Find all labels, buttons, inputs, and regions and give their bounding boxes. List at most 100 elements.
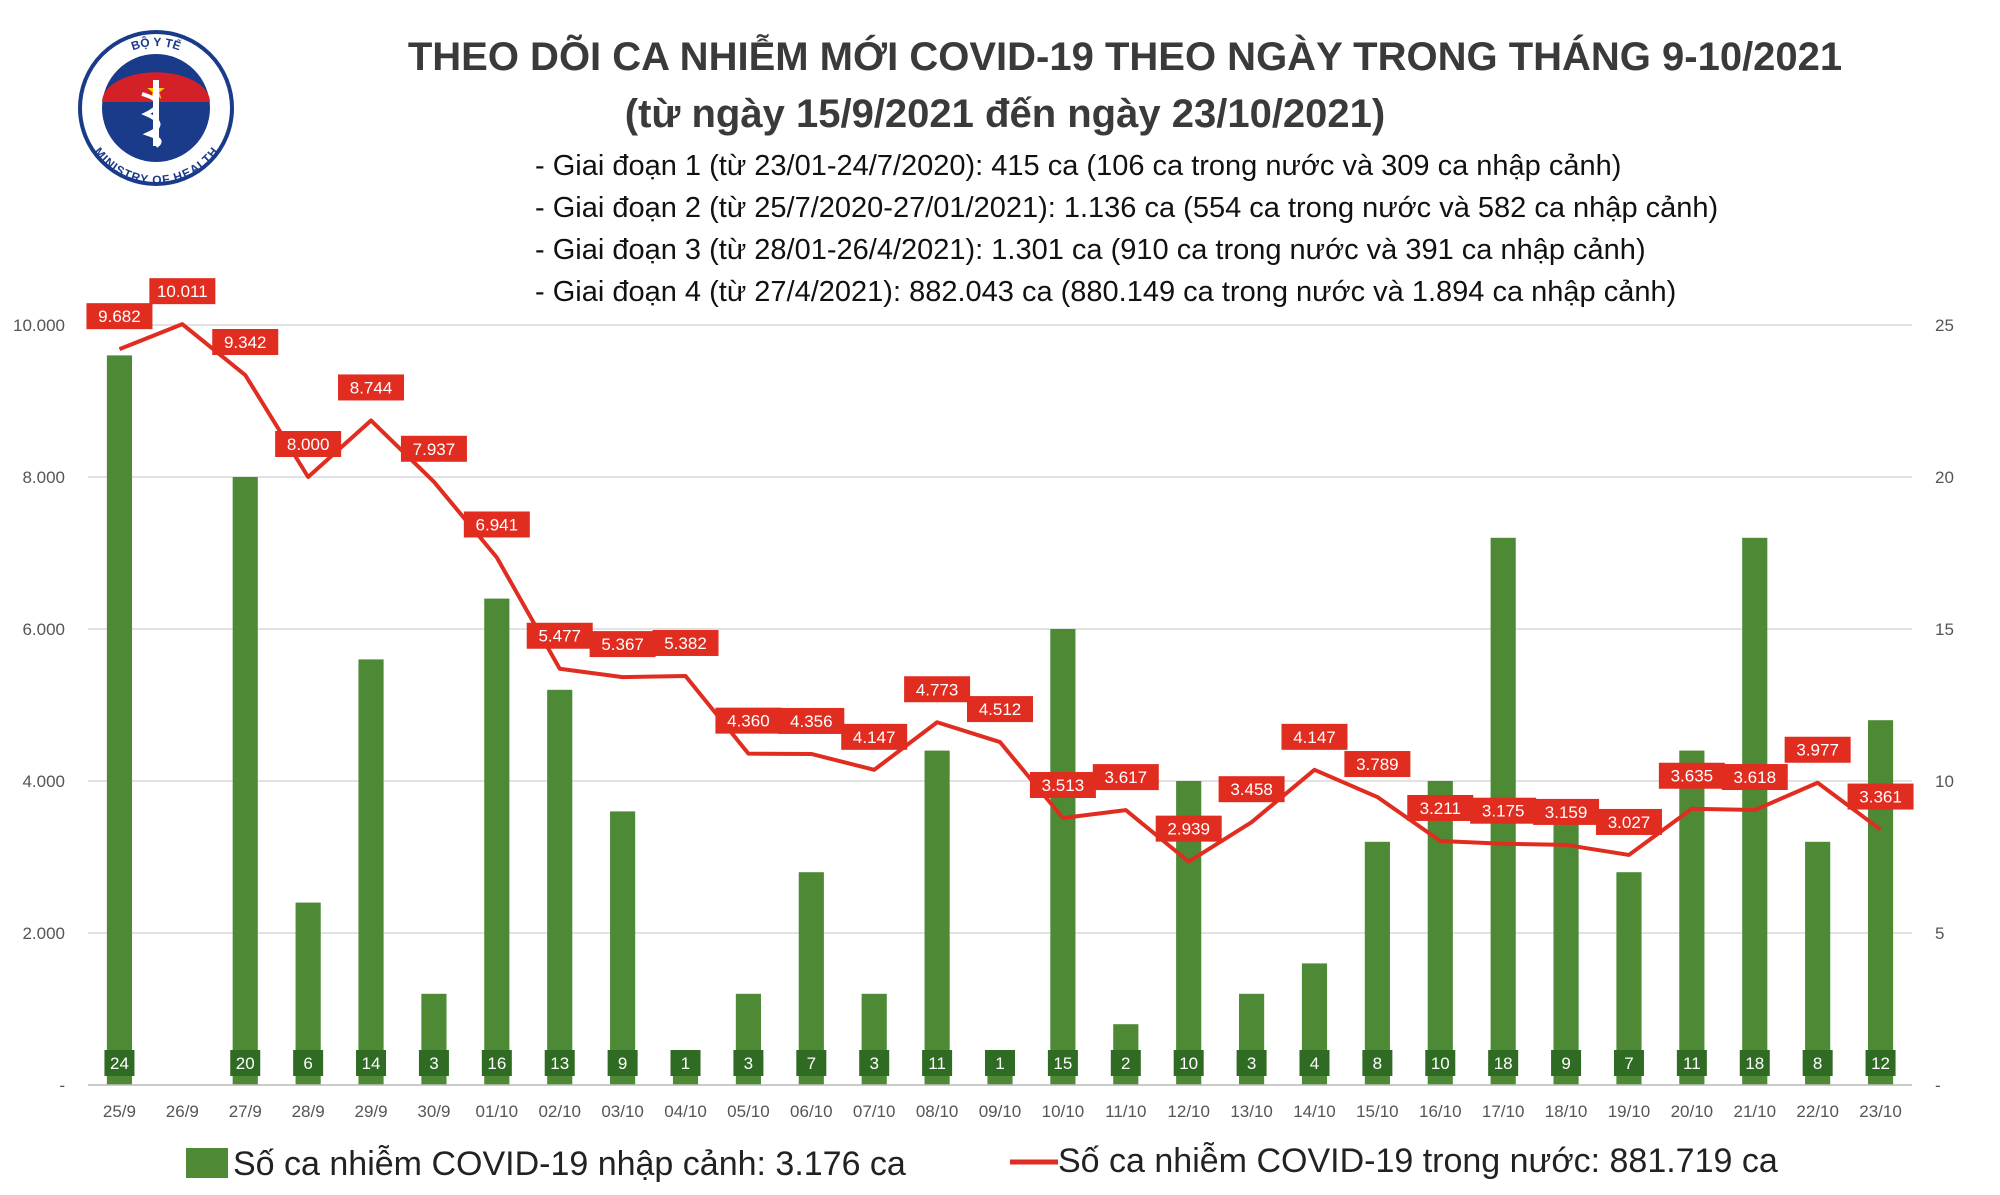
- bar-label: 18: [1494, 1054, 1513, 1073]
- bar-label: 3: [744, 1054, 753, 1073]
- line-label-bg: [778, 707, 845, 734]
- x-tick-label: 05/10: [727, 1102, 770, 1121]
- bar-label-bg: [670, 1050, 701, 1076]
- x-tick-label: 08/10: [916, 1102, 959, 1121]
- bar: [1553, 811, 1579, 1085]
- left-axis: - 2.000 4.000 6.000 8.000 10.000: [13, 316, 65, 1095]
- bar-label-bg: [104, 1050, 135, 1076]
- bar-label: 12: [1871, 1054, 1890, 1073]
- line-label-bg: [275, 431, 342, 457]
- right-tick-label: 25: [1935, 316, 1954, 335]
- x-tick-label: 07/10: [853, 1102, 896, 1121]
- bar-label: 9: [1561, 1054, 1570, 1073]
- x-tick-label: 09/10: [979, 1102, 1022, 1121]
- line-label: 3.618: [1733, 768, 1776, 787]
- x-tick-label: 11/10: [1105, 1102, 1146, 1121]
- right-axis: - 5 10 15 20 25: [1935, 316, 1954, 1095]
- bar-label-bg: [1110, 1050, 1141, 1076]
- bar-label: 20: [236, 1054, 255, 1073]
- line-label: 8.744: [350, 378, 393, 397]
- line-label-bg: [86, 303, 153, 330]
- bar: [1679, 750, 1705, 1085]
- line-label: 2.939: [1167, 820, 1210, 839]
- x-tick-label: 12/10: [1167, 1102, 1210, 1121]
- right-tick-label: 5: [1935, 924, 1944, 943]
- bar-label-bg: [481, 1050, 512, 1076]
- x-tick-label: 04/10: [664, 1102, 707, 1121]
- bar-label: 2: [1121, 1054, 1130, 1073]
- left-tick-label: -: [59, 1076, 65, 1095]
- bar-label: 1: [681, 1054, 690, 1073]
- chart-title: THEO DÕI CA NHIỄM MỚI COVID-19 THEO NGÀY…: [408, 33, 1842, 79]
- line-label: 3.027: [1608, 813, 1651, 832]
- x-axis: 25/9 26/9 27/9 28/9 29/9 30/9 01/10 02/10 03/10 0…: [88, 1084, 1912, 1121]
- x-tick-label: 14/10: [1293, 1102, 1336, 1121]
- line-label-bg: [904, 676, 971, 703]
- bar-label-bg: [607, 1050, 638, 1076]
- x-tick-label: 23/10: [1859, 1102, 1902, 1121]
- bar-label-bg: [1425, 1050, 1456, 1076]
- bar-label-bg: [1488, 1050, 1519, 1076]
- line-label-bg: [1029, 772, 1096, 799]
- left-tick-label: 6.000: [22, 620, 65, 639]
- chart-subtitle: (từ ngày 15/9/2021 đến ngày 23/10/2021): [625, 92, 1385, 136]
- line-label-bg: [841, 723, 908, 750]
- bar-label: 13: [550, 1054, 569, 1073]
- bar: [1364, 841, 1390, 1085]
- bar-label: 4: [1310, 1054, 1319, 1073]
- x-tick-label: 01/10: [476, 1102, 519, 1121]
- bar-label: 3: [1247, 1054, 1256, 1073]
- line-label: 3.211: [1420, 799, 1461, 818]
- line-label: 6.941: [476, 515, 519, 534]
- x-tick-label: 16/10: [1419, 1102, 1462, 1121]
- line-label: 4.356: [790, 712, 833, 731]
- bar-label: 6: [303, 1054, 312, 1073]
- line-label: 3.159: [1545, 803, 1588, 822]
- line-label-bg: [1658, 762, 1725, 789]
- bar-label-bg: [1551, 1050, 1582, 1076]
- bar-label-bg: [733, 1050, 764, 1076]
- x-tick-label: 22/10: [1796, 1102, 1839, 1121]
- bar-label: 10: [1179, 1054, 1198, 1073]
- bar-label-bg: [1802, 1050, 1833, 1076]
- bar-label-bg: [1362, 1050, 1393, 1076]
- line-label-bg: [212, 329, 279, 356]
- x-tick-label: 29/9: [354, 1102, 387, 1121]
- line-label-bg: [1344, 751, 1411, 778]
- line-label: 5.367: [601, 635, 644, 654]
- bar-label: 8: [1373, 1054, 1382, 1073]
- line-label-bg: [1092, 764, 1159, 791]
- line-label: 5.382: [664, 634, 707, 653]
- bar-label: 8: [1813, 1054, 1822, 1073]
- right-tick-label: 20: [1935, 468, 1954, 487]
- right-tick-label: 15: [1935, 620, 1954, 639]
- bar: [1805, 841, 1831, 1085]
- bar-label: 14: [362, 1054, 381, 1073]
- bar: [484, 598, 510, 1085]
- line-label-bg: [1721, 764, 1788, 791]
- x-tick-label: 10/10: [1042, 1102, 1085, 1121]
- line-label: 3.617: [1105, 768, 1148, 787]
- x-tick-label: 20/10: [1671, 1102, 1714, 1121]
- line-label: 3.458: [1230, 780, 1273, 799]
- bar-label-bg: [1236, 1050, 1267, 1076]
- bar-label: 15: [1053, 1054, 1072, 1073]
- bar-label-bg: [1676, 1050, 1707, 1076]
- line-label: 9.342: [224, 333, 267, 352]
- bar-label: 7: [807, 1054, 816, 1073]
- line-label: 4.360: [727, 712, 770, 731]
- ministry-logo: BỘ Y TẾ MINISTRY OF HEALTH: [78, 30, 234, 187]
- left-tick-label: 10.000: [13, 316, 65, 335]
- line-label-bg: [1784, 736, 1851, 763]
- bar-label-bg: [418, 1050, 449, 1076]
- bar: [1050, 629, 1076, 1085]
- line-label-bg: [1155, 815, 1222, 842]
- x-tick-label: 18/10: [1545, 1102, 1588, 1121]
- line-label: 4.147: [1293, 728, 1336, 747]
- line-label: 4.773: [916, 680, 959, 699]
- line-label-bg: [526, 622, 593, 649]
- line-label-bg: [463, 511, 530, 538]
- line-label-bg: [967, 696, 1033, 723]
- note-phase-4: - Giai đoạn 4 (từ 27/4/2021): 882.043 ca…: [535, 276, 1676, 308]
